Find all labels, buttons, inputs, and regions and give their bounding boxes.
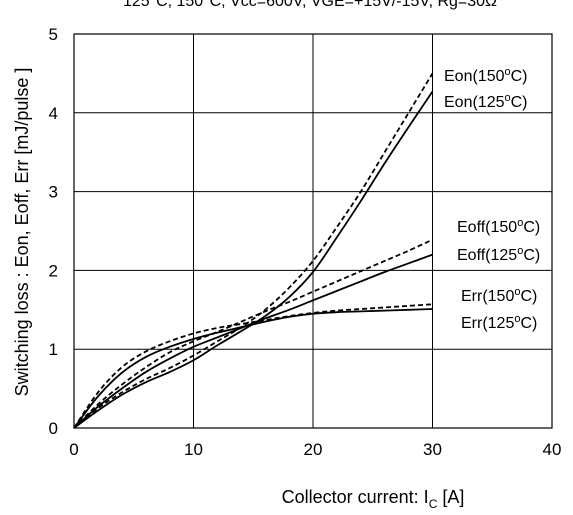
y-tick-label: 0: [49, 419, 58, 438]
y-tick-label: 3: [49, 183, 58, 202]
series-label: Eon(150oC): [444, 66, 528, 85]
series-line: [73, 91, 434, 429]
series-line: [73, 303, 433, 429]
series-label: Eoff(125oC): [457, 245, 540, 264]
x-axis-label: Collector current: IC [A]: [282, 487, 465, 511]
series-annotations: Eon(150oC) Eon(125oC) Eoff(150oC) Eoff(125o…: [444, 66, 540, 332]
chart-header: 125°C, 150°C, Vcc=600V, VGE=+15V/-15V, R…: [123, 0, 497, 10]
series-label: Err(125oC): [461, 313, 537, 332]
plot-frame: [73, 33, 553, 429]
x-tick-label: 40: [543, 440, 562, 459]
y-tick-label: 5: [49, 25, 58, 44]
series-label: Eoff(150oC): [457, 217, 540, 236]
series-line: [73, 253, 433, 429]
x-tick-label: 10: [184, 440, 203, 459]
chart-top-text: 125°C, 150°C, Vcc=600V, VGE=+15V/-15V, R…: [123, 0, 497, 10]
y-tick-label: 2: [49, 261, 58, 280]
series-label: Err(150oC): [461, 286, 537, 305]
x-tick-label: 20: [304, 440, 323, 459]
series-line: [73, 238, 433, 429]
series-label: Eon(125oC): [444, 92, 528, 111]
y-tick-label: 4: [49, 104, 58, 123]
y-axis-label: Switching loss : Eon, Eoff, Err [mJ/puls…: [12, 68, 32, 397]
x-tick-label: 30: [423, 440, 442, 459]
series-lines: [73, 72, 434, 429]
x-axis-label-unit: [A]: [437, 487, 464, 507]
x-axis-label-sub: C: [429, 497, 438, 511]
grid-lines: [74, 34, 552, 428]
x-tick-labels: 0 10 20 30 40: [69, 440, 561, 459]
series-line: [73, 308, 433, 429]
x-tick-label: 0: [69, 440, 78, 459]
x-axis-label-main: Collector current: I: [282, 487, 429, 507]
y-tick-label: 1: [49, 340, 58, 359]
series-line: [73, 72, 434, 429]
y-tick-labels: 0 1 2 3 4 5: [49, 25, 58, 438]
